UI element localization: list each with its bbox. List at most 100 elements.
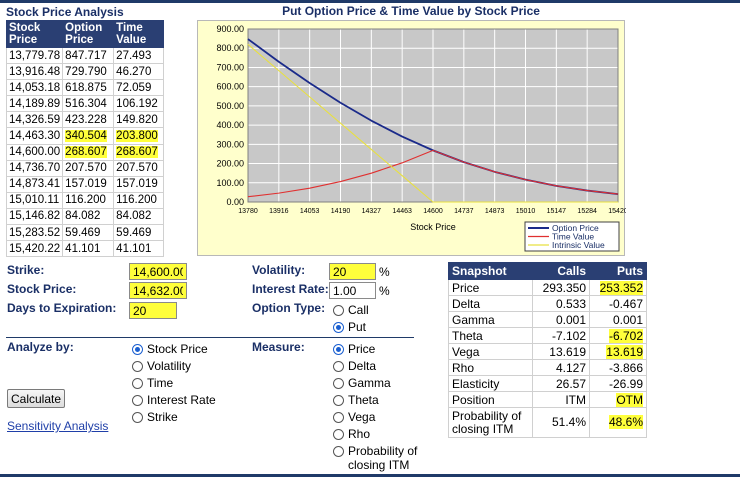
cell-text: 15,283.52 <box>9 226 61 239</box>
option-type-put[interactable]: Put <box>333 320 366 334</box>
radio-icon[interactable] <box>132 360 143 372</box>
snapshot-calls-value: 51.4% <box>532 407 590 438</box>
cell-text: 207.570 <box>116 162 158 175</box>
x-axis-title: Stock Price <box>410 222 456 232</box>
stock-table-row: 15,283.52 59.469 59.469 <box>5 224 165 242</box>
volatility-input[interactable] <box>329 263 376 280</box>
snapshot-row: Elasticity 26.57 -26.99 <box>448 375 647 392</box>
time-value-cell: 72.059 <box>113 79 165 97</box>
radio-selected-icon[interactable] <box>333 321 344 333</box>
cell-text: 13,779.78 <box>9 49 61 62</box>
cell-text: 14,053.18 <box>9 81 61 94</box>
cell-text: 729.790 <box>65 65 107 78</box>
radio-icon[interactable] <box>333 428 344 440</box>
stock-price-cell: 14,053.18 <box>5 79 64 97</box>
stock-table-row: 14,736.70 207.570 207.570 <box>5 159 165 177</box>
option-type-call[interactable]: Call <box>333 303 369 317</box>
cell-text: 203.800 <box>116 130 158 143</box>
analyze-stock-price[interactable]: Stock Price <box>132 342 208 356</box>
cell-text: 59.469 <box>65 226 101 239</box>
stock-table-row: 13,916.48 729.790 46.270 <box>5 63 165 81</box>
snapshot-metric-label: Elasticity <box>448 375 533 392</box>
stock-table-title: Stock Price Analysis <box>6 5 124 19</box>
cell-text: 4.127 <box>555 360 586 375</box>
top-border <box>0 0 740 3</box>
cell-text: 48.6% <box>608 415 643 429</box>
y-tick-label: 700.00 <box>216 62 244 72</box>
interest-rate-label: Interest Rate: <box>252 282 329 296</box>
radio-icon[interactable] <box>333 304 344 316</box>
stock-table-header: Stock Price Option Price Time Value <box>5 20 165 48</box>
measure-price[interactable]: Price <box>333 342 375 356</box>
days-to-expiration-label: Days to Expiration: <box>7 301 117 315</box>
x-tick-label: 15420 <box>608 208 626 215</box>
snapshot-row: Vega 13.619 13.619 <box>448 343 647 360</box>
days-to-expiration-input[interactable] <box>129 302 177 319</box>
radio-icon[interactable] <box>333 394 344 406</box>
y-tick-label: 0.00 <box>226 197 244 207</box>
sensitivity-analysis-link[interactable]: Sensitivity Analysis <box>7 419 109 433</box>
measure-delta[interactable]: Delta <box>333 359 376 373</box>
radio-selected-icon[interactable] <box>333 343 344 355</box>
radio-selected-icon[interactable] <box>132 343 143 355</box>
analyze-time-label: Time <box>147 376 174 390</box>
snapshot-calls-value: 13.619 <box>532 343 590 360</box>
option-price-cell: 618.875 <box>62 79 115 97</box>
cell-text: Elasticity <box>452 376 500 391</box>
snapshot-row: Gamma 0.001 0.001 <box>448 311 647 328</box>
option-type-label: Option Type: <box>252 301 326 315</box>
y-tick-label: 500.00 <box>216 101 244 111</box>
option-type-call-label: Call <box>348 303 369 317</box>
radio-icon[interactable] <box>333 411 344 423</box>
chart-title: Put Option Price & Time Value by Stock P… <box>282 4 540 18</box>
cell-text: 46.270 <box>116 65 152 78</box>
analyze-interest-rate-label: Interest Rate <box>147 393 216 407</box>
y-tick-label: 800.00 <box>216 43 244 53</box>
cell-text: 14,326.59 <box>9 113 61 126</box>
radio-icon[interactable] <box>132 411 143 423</box>
radio-icon[interactable] <box>333 360 344 372</box>
measure-theta[interactable]: Theta <box>333 393 379 407</box>
measure-gamma[interactable]: Gamma <box>333 376 391 390</box>
measure-vega[interactable]: Vega <box>333 410 375 424</box>
cell-text: Price <box>452 280 480 295</box>
measure-delta-label: Delta <box>348 359 377 373</box>
chart-panel: 0.00 100.00 200.00 300.00 400.00 500.00 600.00… <box>197 20 626 256</box>
analyze-volatility[interactable]: Volatility <box>132 359 191 373</box>
cell-text: Gamma <box>452 312 495 327</box>
analyze-by-label: Analyze by: <box>7 340 74 354</box>
radio-icon[interactable] <box>333 446 344 457</box>
stock-price-cell: 14,463.30 <box>5 127 64 145</box>
interest-rate-input[interactable] <box>329 282 376 299</box>
analyze-strike[interactable]: Strike <box>132 410 178 424</box>
analyze-time[interactable]: Time <box>132 376 173 390</box>
cell-text: 0.001 <box>612 312 643 327</box>
stock-price-table: Stock Price Option Price Time Value 13,7… <box>5 20 165 258</box>
cell-text: 157.019 <box>65 178 107 191</box>
cell-text: 14,463.30 <box>9 130 61 143</box>
cell-text: 116.200 <box>65 194 106 207</box>
strike-input[interactable] <box>129 263 187 280</box>
y-tick-label: 200.00 <box>216 159 244 169</box>
measure-rho[interactable]: Rho <box>333 427 370 441</box>
stock-price-cell: 13,779.78 <box>5 46 64 65</box>
x-tick-label: 15010 <box>516 208 536 215</box>
interest-rate-unit: % <box>379 284 390 298</box>
measure-probability-itm[interactable]: Probability of closing ITM <box>333 444 434 472</box>
stock-price-input[interactable] <box>129 282 187 299</box>
radio-icon[interactable] <box>333 377 344 389</box>
radio-icon[interactable] <box>132 394 143 406</box>
cell-text: 13.619 <box>606 344 643 359</box>
stock-price-cell: 15,010.11 <box>5 191 64 209</box>
header-stock-price: Stock Price <box>5 20 64 48</box>
cell-text: -0.467 <box>608 296 643 311</box>
radio-icon[interactable] <box>132 377 143 389</box>
cell-text: OTM <box>616 392 643 407</box>
stock-price-label: Stock Price: <box>7 282 77 296</box>
analyze-interest-rate[interactable]: Interest Rate <box>132 393 216 407</box>
calculate-button[interactable]: Calculate <box>7 389 65 408</box>
stock-price-cell: 15,420.22 <box>5 240 64 258</box>
snapshot-calls-value: -7.102 <box>532 327 590 344</box>
x-tick-label: 14873 <box>485 208 505 215</box>
cell-text: 14,600.00 <box>9 146 61 159</box>
